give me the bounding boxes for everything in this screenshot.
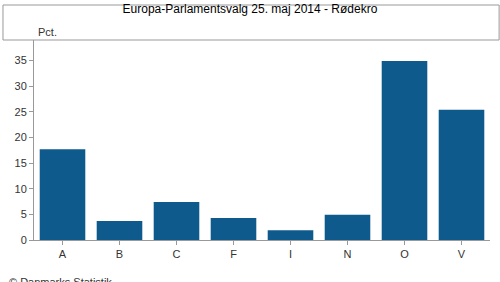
svg-text:Europa-Parlamentsvalg 25. maj: Europa-Parlamentsvalg 25. maj 2014 - Rød…: [123, 2, 378, 16]
svg-text:C: C: [173, 248, 181, 260]
svg-text:15: 15: [15, 157, 27, 169]
svg-text:I: I: [289, 248, 292, 260]
svg-text:O: O: [400, 248, 409, 260]
svg-text:V: V: [458, 248, 466, 260]
svg-text:25: 25: [15, 106, 27, 118]
svg-text:0: 0: [21, 234, 27, 246]
svg-text:10: 10: [15, 183, 27, 195]
svg-text:5: 5: [21, 208, 27, 220]
svg-text:© Danmarks Statistik: © Danmarks Statistik: [9, 276, 112, 282]
svg-text:B: B: [116, 248, 123, 260]
svg-text:35: 35: [15, 54, 27, 66]
svg-text:30: 30: [15, 80, 27, 92]
svg-text:Pct.: Pct.: [38, 26, 57, 38]
svg-text:F: F: [230, 248, 237, 260]
svg-text:N: N: [344, 248, 352, 260]
svg-text:A: A: [59, 248, 67, 260]
svg-text:20: 20: [15, 131, 27, 143]
